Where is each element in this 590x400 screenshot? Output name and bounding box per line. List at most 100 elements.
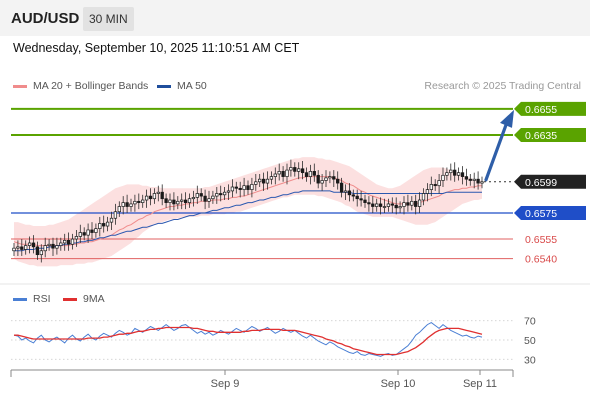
candle — [105, 216, 110, 232]
candle — [417, 192, 422, 214]
candle — [421, 188, 426, 206]
bull-candle-body — [410, 200, 414, 206]
candle — [55, 237, 59, 255]
bear-candle-body — [351, 194, 355, 197]
bull-candle-body — [117, 206, 121, 213]
timeframe-button[interactable]: 30 MIN — [83, 7, 134, 31]
candle — [254, 173, 258, 191]
candle — [246, 180, 250, 195]
bull-candle-body — [242, 185, 246, 190]
datetime-label: Wednesday, September 10, 2025 11:10:51 A… — [13, 41, 300, 55]
candle — [39, 244, 43, 263]
candle — [203, 189, 207, 210]
candle — [211, 190, 215, 204]
candle — [172, 192, 176, 211]
bear-candle-body — [183, 199, 188, 203]
candle — [289, 159, 293, 177]
candle — [176, 196, 180, 210]
bear-candle-body — [66, 240, 71, 245]
bear-candle-body — [394, 204, 398, 209]
legend-9ma: 9MA — [63, 293, 105, 305]
candle — [59, 237, 63, 251]
candle — [328, 171, 332, 184]
bull-candle-body — [429, 184, 433, 190]
candle — [242, 177, 246, 197]
bear-candle-body — [371, 203, 375, 207]
candle — [273, 167, 277, 185]
candle — [109, 211, 114, 230]
candle — [20, 239, 24, 256]
bear-candle-body — [355, 195, 359, 200]
level-label-2: 0.6575 — [525, 208, 557, 220]
candle — [121, 196, 125, 215]
ma50-line — [14, 190, 482, 252]
candle — [414, 194, 418, 215]
candle — [406, 194, 410, 212]
candle — [460, 166, 465, 185]
bear-candle-body — [453, 169, 457, 176]
bull-candle-body — [121, 202, 125, 207]
candle — [343, 184, 348, 201]
candle — [339, 177, 344, 198]
bear-candle-body — [172, 199, 176, 205]
bull-candle-body — [441, 174, 445, 181]
level-label-3: 0.6555 — [525, 234, 557, 246]
bull-candle-body — [226, 190, 231, 193]
candle — [394, 197, 398, 215]
candle — [12, 242, 16, 256]
candle — [219, 185, 223, 202]
current-price-label: 0.6599 — [525, 177, 557, 189]
bear-candle-body — [82, 232, 86, 236]
candle — [441, 167, 445, 187]
bear-candle-body — [300, 168, 305, 174]
bear-candle-body — [293, 167, 297, 172]
bear-candle-body — [390, 203, 394, 206]
legend-rsi: RSI — [13, 293, 51, 305]
bull-candle-body — [168, 199, 172, 203]
candle — [141, 194, 145, 208]
candle — [66, 232, 71, 251]
candle — [316, 170, 320, 189]
bull-candle-body — [152, 193, 157, 200]
bear-candle-body — [203, 195, 207, 202]
bull-candle-body — [449, 169, 453, 174]
candle — [31, 235, 36, 254]
candle — [304, 167, 309, 182]
candle — [183, 192, 188, 210]
bear-candle-body — [316, 174, 320, 184]
ma9-legend-label: 9MA — [83, 293, 105, 305]
candle — [230, 179, 235, 198]
candle — [269, 171, 274, 185]
bull-candle-body — [437, 180, 441, 187]
bull-candle-body — [297, 168, 301, 172]
candle — [355, 189, 359, 207]
level-label-0: 0.6655 — [525, 104, 557, 116]
bear-candle-body — [468, 178, 472, 181]
bear-candle-body — [31, 242, 36, 248]
legend-ma20: MA 20 + Bollinger Bands — [13, 80, 148, 92]
bull-candle-body — [43, 245, 47, 252]
candle — [195, 185, 199, 204]
rsi-tick-label-0: 70 — [524, 316, 536, 328]
candle — [281, 166, 285, 182]
candle — [117, 201, 121, 217]
bull-candle-body — [144, 195, 149, 201]
candle — [312, 163, 316, 182]
candle — [238, 181, 242, 198]
bear-candle-body — [90, 229, 94, 233]
ma50-swatch — [157, 84, 171, 88]
bull-candle-body — [269, 176, 274, 180]
candle — [137, 193, 141, 210]
bull-candle-body — [180, 199, 184, 202]
candle — [94, 223, 98, 238]
bear-candle-body — [304, 172, 309, 177]
symbol-title: AUD/USD — [11, 10, 80, 27]
candle — [398, 201, 402, 214]
bull-candle-body — [289, 167, 293, 171]
bear-candle-body — [406, 202, 410, 206]
bull-candle-body — [456, 172, 461, 176]
bear-candle-body — [281, 171, 285, 177]
candle — [445, 167, 449, 181]
bear-candle-body — [414, 200, 418, 207]
